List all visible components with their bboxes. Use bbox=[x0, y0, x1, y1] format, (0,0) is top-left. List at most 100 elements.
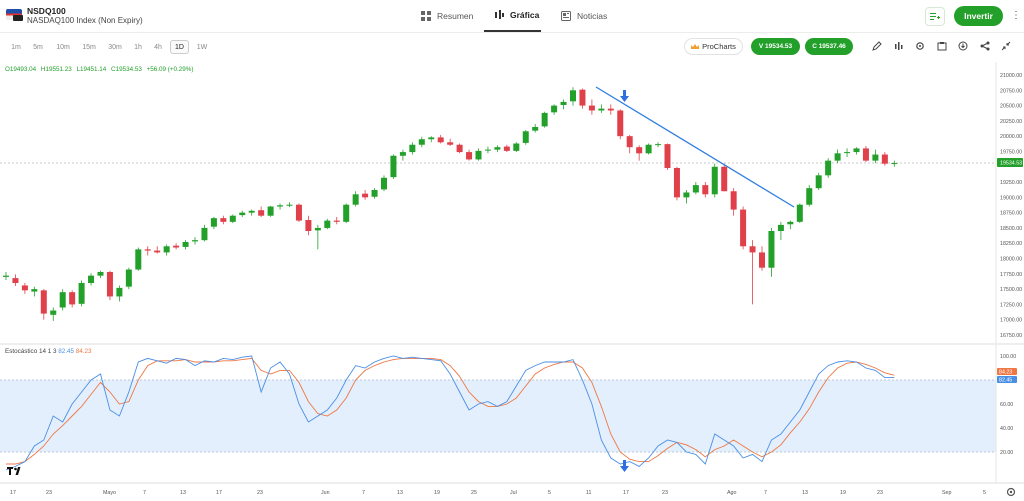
candle bbox=[69, 290, 76, 308]
price-tick-label: 20500.00 bbox=[1000, 104, 1022, 110]
price-tick-label: 17500.00 bbox=[1000, 287, 1022, 293]
price-tick-label: 21000.00 bbox=[1000, 73, 1022, 79]
candle-body bbox=[220, 218, 227, 222]
timeframe-10m[interactable]: 10m bbox=[56, 43, 70, 51]
timeframe-1w[interactable]: 1W bbox=[196, 43, 208, 51]
tab-label: Gráfica bbox=[510, 10, 540, 20]
candle bbox=[683, 190, 690, 204]
candle bbox=[381, 175, 387, 192]
stoch-d-line bbox=[6, 357, 895, 465]
candle bbox=[78, 280, 85, 307]
sell-price-button[interactable]: V 19534.53 bbox=[751, 38, 800, 55]
stochastic-legend[interactable]: Estocástico 14 1 3 82.45 84.23 bbox=[5, 348, 92, 355]
trendline[interactable] bbox=[595, 86, 795, 208]
share-icon[interactable] bbox=[980, 41, 990, 51]
candle-body bbox=[815, 175, 822, 189]
candle bbox=[522, 130, 529, 145]
candle-body bbox=[78, 283, 85, 304]
candle bbox=[21, 283, 28, 295]
price-tick-label: 18500.00 bbox=[1000, 226, 1022, 232]
candle-body bbox=[201, 227, 208, 241]
candle-body bbox=[399, 152, 406, 156]
candle-body bbox=[267, 206, 274, 216]
timeframe-15m[interactable]: 15m bbox=[82, 43, 96, 51]
pencil-icon[interactable] bbox=[872, 41, 882, 51]
settings-icon[interactable] bbox=[915, 41, 925, 51]
candle-body bbox=[343, 204, 350, 222]
x-tick-label: 5 bbox=[548, 490, 551, 496]
candle bbox=[787, 220, 794, 230]
price-tick-label: 16750.00 bbox=[1000, 333, 1022, 339]
x-tick-label: 13 bbox=[802, 490, 808, 496]
candle-body bbox=[645, 144, 652, 154]
candle bbox=[796, 203, 803, 224]
x-tick-label: Sep bbox=[942, 490, 951, 496]
collapse-icon[interactable] bbox=[1001, 41, 1011, 51]
stoch-tick-label: 100.00 bbox=[1000, 354, 1016, 360]
candle bbox=[475, 148, 482, 161]
timeframe-1d[interactable]: 1D bbox=[170, 40, 189, 54]
timeframe-4h[interactable]: 4h bbox=[154, 43, 162, 51]
candle-body bbox=[617, 110, 624, 137]
ohlc-low: L19451.14 bbox=[76, 66, 107, 73]
candle bbox=[305, 215, 312, 236]
price-tick-label: 17250.00 bbox=[1000, 302, 1022, 308]
candle bbox=[891, 160, 898, 167]
candle-body bbox=[163, 246, 170, 253]
layout-icon[interactable] bbox=[937, 41, 947, 51]
tab-resumen[interactable]: Resumen bbox=[421, 0, 473, 32]
timeframe-1h[interactable]: 1h bbox=[134, 43, 142, 51]
stoch-k-badge-label: 82.45 bbox=[999, 378, 1012, 384]
candle bbox=[560, 99, 567, 110]
current-price-label: 19534.53 bbox=[1000, 161, 1022, 167]
candle-body bbox=[673, 167, 680, 198]
candle bbox=[636, 145, 643, 161]
x-tick-label: 25 bbox=[471, 490, 477, 496]
candle-body bbox=[390, 155, 397, 178]
candle bbox=[286, 202, 293, 208]
candle-body bbox=[135, 249, 142, 270]
tab-grafica[interactable]: Gráfica bbox=[484, 0, 541, 32]
invest-button[interactable]: Invertir bbox=[954, 6, 1003, 26]
tab-noticias[interactable]: Noticias bbox=[561, 0, 607, 32]
candle bbox=[409, 142, 416, 155]
procharts-label: ProCharts bbox=[702, 42, 736, 51]
timeframe-30m[interactable]: 30m bbox=[108, 43, 122, 51]
candle-body bbox=[551, 105, 558, 113]
candle-body bbox=[777, 224, 784, 231]
candle-body bbox=[371, 190, 378, 197]
procharts-button[interactable]: ProCharts bbox=[684, 38, 743, 55]
candle bbox=[825, 158, 832, 178]
candle-body bbox=[3, 275, 9, 277]
timeframe-5m[interactable]: 5m bbox=[33, 43, 43, 51]
candle bbox=[456, 143, 463, 154]
candle bbox=[88, 273, 95, 286]
download-icon[interactable] bbox=[958, 41, 968, 51]
grid-icon bbox=[421, 11, 431, 21]
candle bbox=[815, 172, 822, 191]
candle-body bbox=[286, 204, 293, 206]
stoch-tick-label: 20.00 bbox=[1000, 450, 1013, 456]
price-tick-label: 20750.00 bbox=[1000, 88, 1022, 94]
candle-body bbox=[494, 147, 501, 150]
candle-body bbox=[872, 154, 879, 161]
candle bbox=[853, 147, 860, 155]
indicators-icon[interactable] bbox=[894, 41, 904, 51]
candle bbox=[116, 285, 123, 302]
candle-body bbox=[532, 127, 539, 131]
candle bbox=[428, 136, 435, 143]
candle bbox=[229, 214, 236, 224]
buy-price-button[interactable]: C 19537.46 bbox=[805, 38, 853, 55]
candle-body bbox=[314, 227, 321, 231]
candle-body bbox=[144, 249, 151, 251]
watchlist-add-button[interactable] bbox=[925, 7, 945, 26]
candle-body bbox=[522, 131, 529, 143]
candle bbox=[97, 270, 104, 279]
more-options-icon[interactable]: ⋮ bbox=[1011, 10, 1021, 21]
down-arrow-marker-icon bbox=[620, 90, 629, 102]
chart-settings-gear-icon[interactable] bbox=[1006, 487, 1016, 497]
candle-body bbox=[541, 112, 548, 127]
candle bbox=[352, 191, 359, 207]
timeframe-1m[interactable]: 1m bbox=[11, 43, 21, 51]
